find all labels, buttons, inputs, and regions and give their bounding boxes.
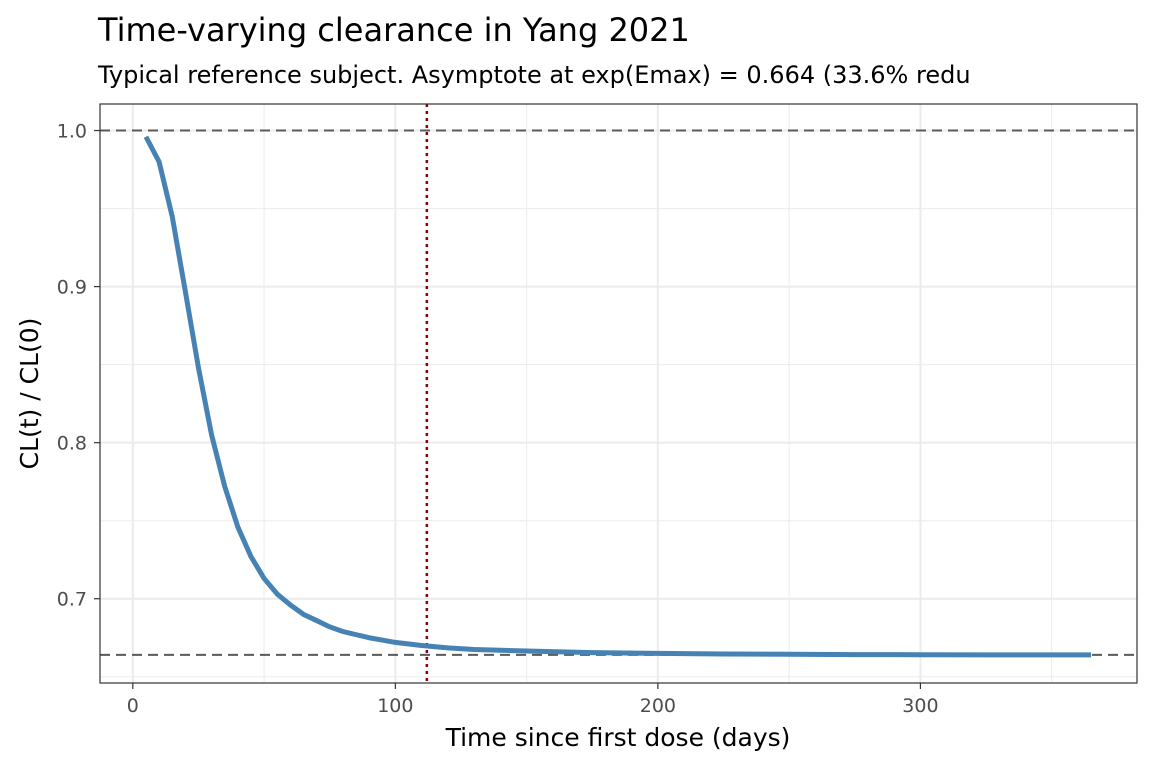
- y-axis-title: CL(t) / CL(0): [15, 318, 44, 470]
- chart-subtitle: Typical reference subject. Asymptote at …: [97, 61, 971, 89]
- y-tick-label: 0.8: [57, 433, 87, 455]
- y-axis: 0.7 0.8 0.9 1.0: [57, 121, 100, 611]
- x-tick-label: 0: [127, 695, 139, 717]
- y-tick-label: 0.9: [57, 277, 87, 299]
- series-layer: [143, 135, 1092, 658]
- major-gridlines: [100, 104, 1137, 683]
- x-axis-title: Time since first dose (days): [445, 723, 791, 752]
- x-axis: 0 100 200 300: [127, 683, 939, 717]
- plot-panel-border: [99, 103, 1138, 684]
- minor-gridlines: [100, 104, 1137, 683]
- y-tick-label: 0.7: [57, 589, 87, 611]
- x-tick-label: 300: [902, 695, 938, 717]
- x-tick-label: 200: [640, 695, 676, 717]
- y-tick-label: 1.0: [57, 121, 87, 143]
- series-line: [143, 135, 1092, 658]
- chart-title: Time-varying clearance in Yang 2021: [97, 11, 690, 49]
- x-tick-label: 100: [377, 695, 413, 717]
- reference-lines: [100, 104, 1137, 683]
